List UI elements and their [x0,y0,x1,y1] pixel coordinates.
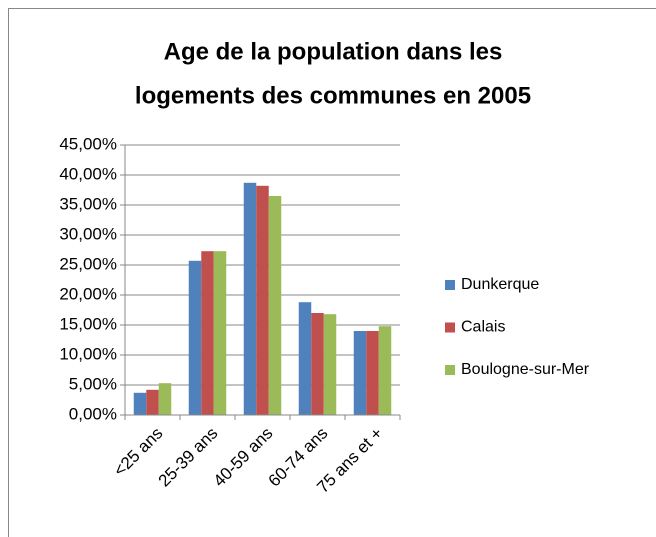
bar [323,314,337,415]
bar [133,392,147,415]
bar [213,251,227,415]
y-tick-label: 5,00% [69,374,117,393]
legend-label: Calais [461,319,505,336]
bar [268,196,282,415]
y-tick-label: 40,00% [59,164,117,183]
bar [201,251,214,415]
bar [146,389,159,415]
bar [243,182,257,415]
y-tick-label: 20,00% [59,284,117,303]
chart-title: logements des communes en 2005 [135,82,531,109]
y-tick-label: 0,00% [69,404,117,423]
legend-swatch [445,365,455,375]
legend-label: Dunkerque [461,276,539,293]
chart-frame [8,8,656,537]
legend-swatch [445,280,455,290]
bar [256,185,269,415]
bar [298,302,312,415]
bar [158,383,172,415]
legend-label: Boulogne-sur-Mer [461,361,590,378]
bar [188,260,202,415]
bar [311,313,324,415]
y-tick-label: 30,00% [59,224,117,243]
chart-title: Age de la population dans les [164,38,503,65]
bar [353,331,367,415]
bar [366,331,379,415]
y-tick-label: 45,00% [59,134,117,153]
y-tick-label: 25,00% [59,254,117,273]
y-tick-label: 15,00% [59,314,117,333]
bar [378,326,392,415]
legend-swatch [445,322,455,333]
y-tick-label: 10,00% [59,344,117,363]
y-tick-label: 35,00% [59,194,117,213]
